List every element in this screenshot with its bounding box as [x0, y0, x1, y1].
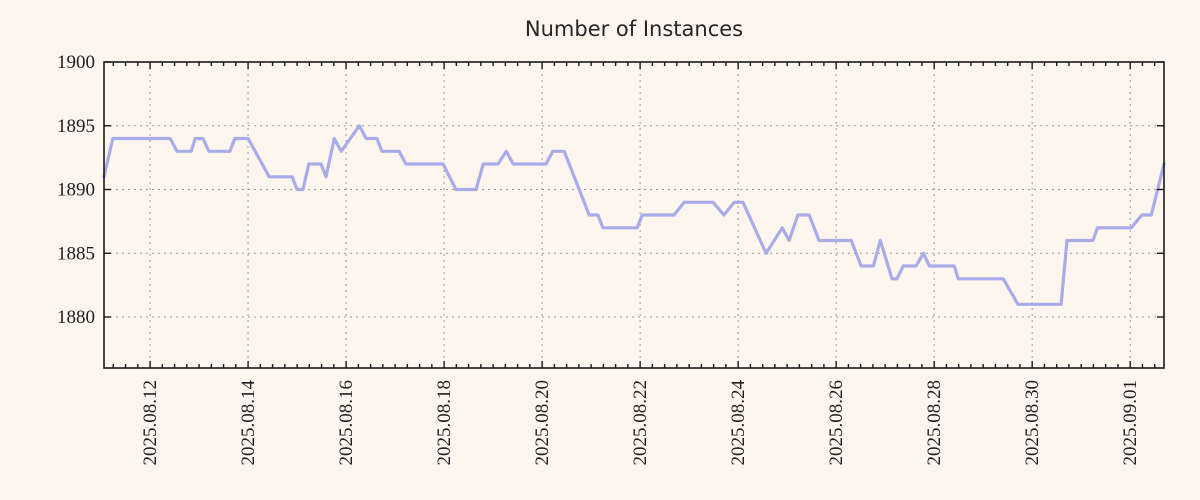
- x-tick-label: 2025.08.26: [826, 380, 847, 466]
- x-tick-label: 2025.08.16: [336, 380, 357, 466]
- x-tick-label: 2025.09.01: [1120, 380, 1141, 466]
- x-tick-label: 2025.08.12: [140, 380, 161, 466]
- y-tick-label: 1890: [57, 180, 95, 201]
- x-tick-label: 2025.08.24: [728, 380, 749, 466]
- x-tick-label: 2025.08.22: [630, 380, 651, 466]
- chart-title: Number of Instances: [524, 17, 744, 41]
- plot-border: [103, 61, 1165, 369]
- y-tick-label: 1900: [57, 52, 95, 73]
- x-tick-label: 2025.08.20: [532, 380, 553, 466]
- x-tick-label: 2025.08.18: [434, 380, 455, 466]
- gridlines: [104, 62, 1164, 368]
- x-tick-label: 2025.08.14: [238, 380, 259, 466]
- data-series: [102, 124, 1166, 306]
- series-instances: [102, 124, 1166, 306]
- axis-ticks: [104, 61, 1164, 368]
- axis-labels: 2025.08.12 2025.08.14 2025.08.16 2025.08.18…: [57, 52, 1141, 466]
- y-tick-label: 1895: [57, 116, 95, 137]
- x-tick-label: 2025.08.30: [1022, 380, 1043, 466]
- plot-frame: [103, 61, 1165, 369]
- x-tick-label: 2025.08.28: [924, 380, 945, 466]
- y-tick-label: 1885: [57, 243, 95, 264]
- y-tick-label: 1880: [57, 307, 95, 328]
